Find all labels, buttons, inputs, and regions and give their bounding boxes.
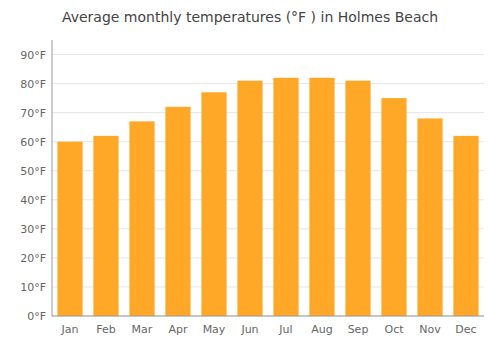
bar <box>129 121 154 316</box>
y-tick-label: 80°F <box>20 78 46 91</box>
y-tick-label: 90°F <box>20 49 46 62</box>
axes: Jan Feb Mar Apr May Jun Jul Aug Sep Oct Nov Dec <box>52 40 484 336</box>
bar <box>345 81 370 316</box>
x-tick-label: Nov <box>419 323 441 336</box>
bar <box>453 136 478 316</box>
bar <box>57 142 82 316</box>
grid-line <box>52 54 484 55</box>
y-tick-label: 60°F <box>20 136 46 149</box>
grid-line <box>52 83 484 84</box>
y-tick-label: 70°F <box>20 107 46 120</box>
x-tick-label: Jan <box>61 323 79 336</box>
x-tick-label: Oct <box>384 323 404 336</box>
y-axis: 0°F 10°F 20°F 30°F 40°F 50°F 60°F 70°F 80°F 90°F <box>20 49 484 323</box>
bar <box>93 136 118 316</box>
x-axis-line <box>52 316 484 317</box>
title: Average monthly temperatures (°F ) in Ho… <box>62 9 438 25</box>
bar <box>165 107 190 316</box>
x-tick-label: May <box>203 323 226 336</box>
x-tick-label: Aug <box>311 323 332 336</box>
x-tick-label: Jul <box>278 323 292 336</box>
bars <box>57 78 478 316</box>
y-axis-line <box>52 40 53 316</box>
bar <box>237 81 262 316</box>
grid-line <box>52 112 484 113</box>
y-tick-label: 40°F <box>20 194 46 207</box>
chart: Average monthly temperatures (°F ) in Ho… <box>0 0 500 350</box>
bar <box>417 118 442 316</box>
y-tick-label: 20°F <box>20 252 46 265</box>
x-tick-label: Apr <box>168 323 188 336</box>
y-tick-label: 30°F <box>20 223 46 236</box>
x-tick-label: Mar <box>132 323 153 336</box>
y-tick-label: 10°F <box>20 281 46 294</box>
x-tick-label: Feb <box>96 323 115 336</box>
bar <box>381 98 406 316</box>
x-tick-label: Sep <box>348 323 369 336</box>
bar <box>273 78 298 316</box>
chart-container: Average monthly temperatures (°F ) in Ho… <box>0 0 500 350</box>
y-tick-label: 0°F <box>27 310 46 323</box>
y-tick-label: 50°F <box>20 165 46 178</box>
bar <box>201 92 226 316</box>
x-tick-label: Dec <box>455 323 476 336</box>
x-tick-label: Jun <box>240 323 258 336</box>
bar <box>309 78 334 316</box>
grid-line <box>52 316 484 317</box>
